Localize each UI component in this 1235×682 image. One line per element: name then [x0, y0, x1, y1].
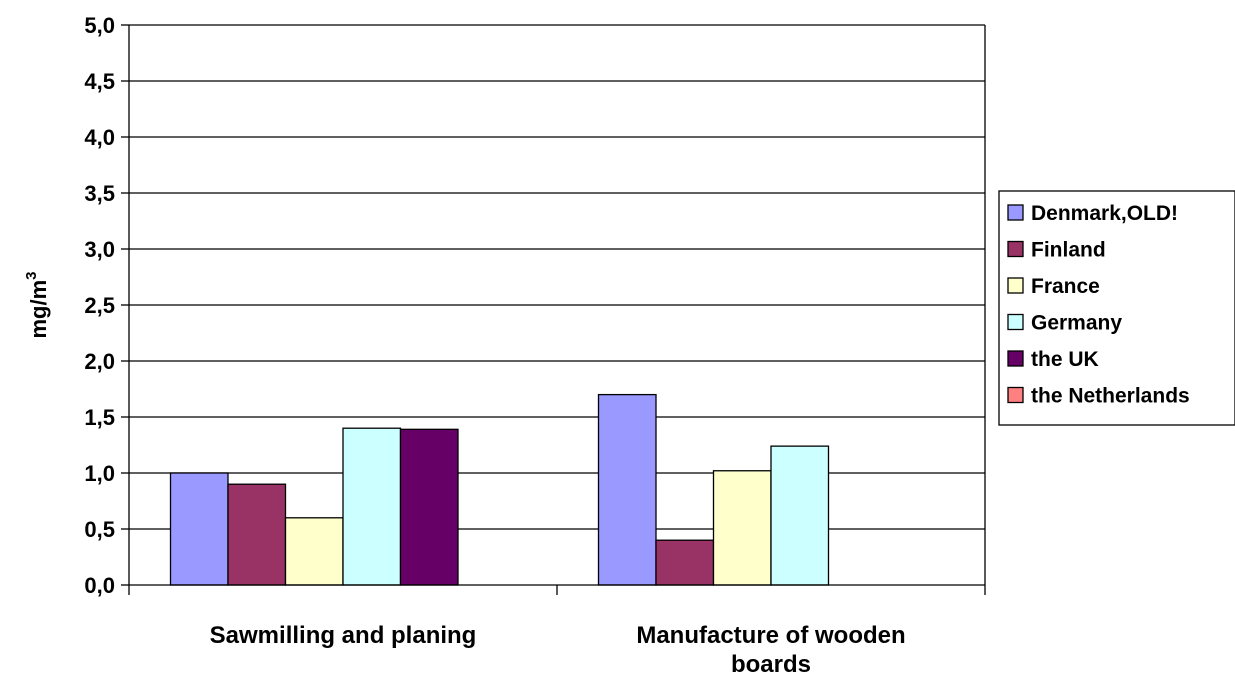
- y-tick-label: 4,0: [84, 125, 115, 150]
- bar: [284, 517, 344, 586]
- y-axis-label: mg/m3: [23, 271, 51, 338]
- bar: [655, 539, 715, 586]
- legend-swatch: [1007, 204, 1024, 221]
- y-tick-label: 1,5: [84, 405, 115, 430]
- bar: [227, 483, 287, 586]
- legend-label: the Netherlands: [1031, 385, 1190, 408]
- y-tick-label: 3,5: [84, 181, 115, 206]
- legend-swatch: [1007, 277, 1024, 294]
- x-category-label-line: boards: [731, 651, 811, 678]
- y-tick-label: 5,0: [84, 13, 115, 38]
- x-category-label: Sawmilling and planing: [210, 622, 477, 649]
- bar: [342, 427, 402, 586]
- bar: [169, 472, 229, 586]
- legend-box: [998, 190, 1235, 426]
- legend-label: Denmark,OLD!: [1031, 202, 1178, 225]
- legend-label: Finland: [1031, 239, 1106, 262]
- bar: [770, 445, 830, 586]
- legend-label: the UK: [1031, 348, 1099, 371]
- legend: Denmark,OLD! Finland France Germany the UK th…: [998, 190, 1235, 426]
- gridlines: [129, 24, 985, 530]
- y-tick-label: 1,0: [84, 461, 115, 486]
- axes: [121, 24, 986, 595]
- x-category-label: Manufacture of wooden boards: [636, 622, 905, 678]
- y-tick-label: 3,0: [84, 237, 115, 262]
- y-tick-label: 2,0: [84, 349, 115, 374]
- legend-swatch: [1007, 350, 1024, 367]
- y-tick-label: 2,5: [84, 293, 115, 318]
- legend-label: France: [1031, 275, 1100, 298]
- y-tick-label: 0,5: [84, 517, 115, 542]
- y-tick-label: 4,5: [84, 69, 115, 94]
- bar: [399, 428, 459, 586]
- legend-swatch: [1007, 386, 1024, 404]
- bar: [597, 393, 657, 586]
- bars: [169, 393, 830, 586]
- y-axis-label-superscript: 3: [23, 271, 40, 279]
- x-category-label-line: Sawmilling and planing: [210, 622, 477, 649]
- x-category-labels: Sawmilling and planing Manufacture of woo…: [210, 622, 906, 678]
- bar: [712, 470, 772, 586]
- x-category-label-line: Manufacture of wooden: [636, 622, 905, 649]
- legend-swatch: [1007, 240, 1024, 258]
- legend-swatch: [1007, 313, 1024, 331]
- y-tick-labels: 0,0 0,5 1,0 1,5 2,0 2,5 3,0 3,5 4,0 4,5 5,0: [84, 13, 115, 598]
- y-tick-label: 0,0: [84, 573, 115, 598]
- legend-label: Germany: [1031, 312, 1122, 335]
